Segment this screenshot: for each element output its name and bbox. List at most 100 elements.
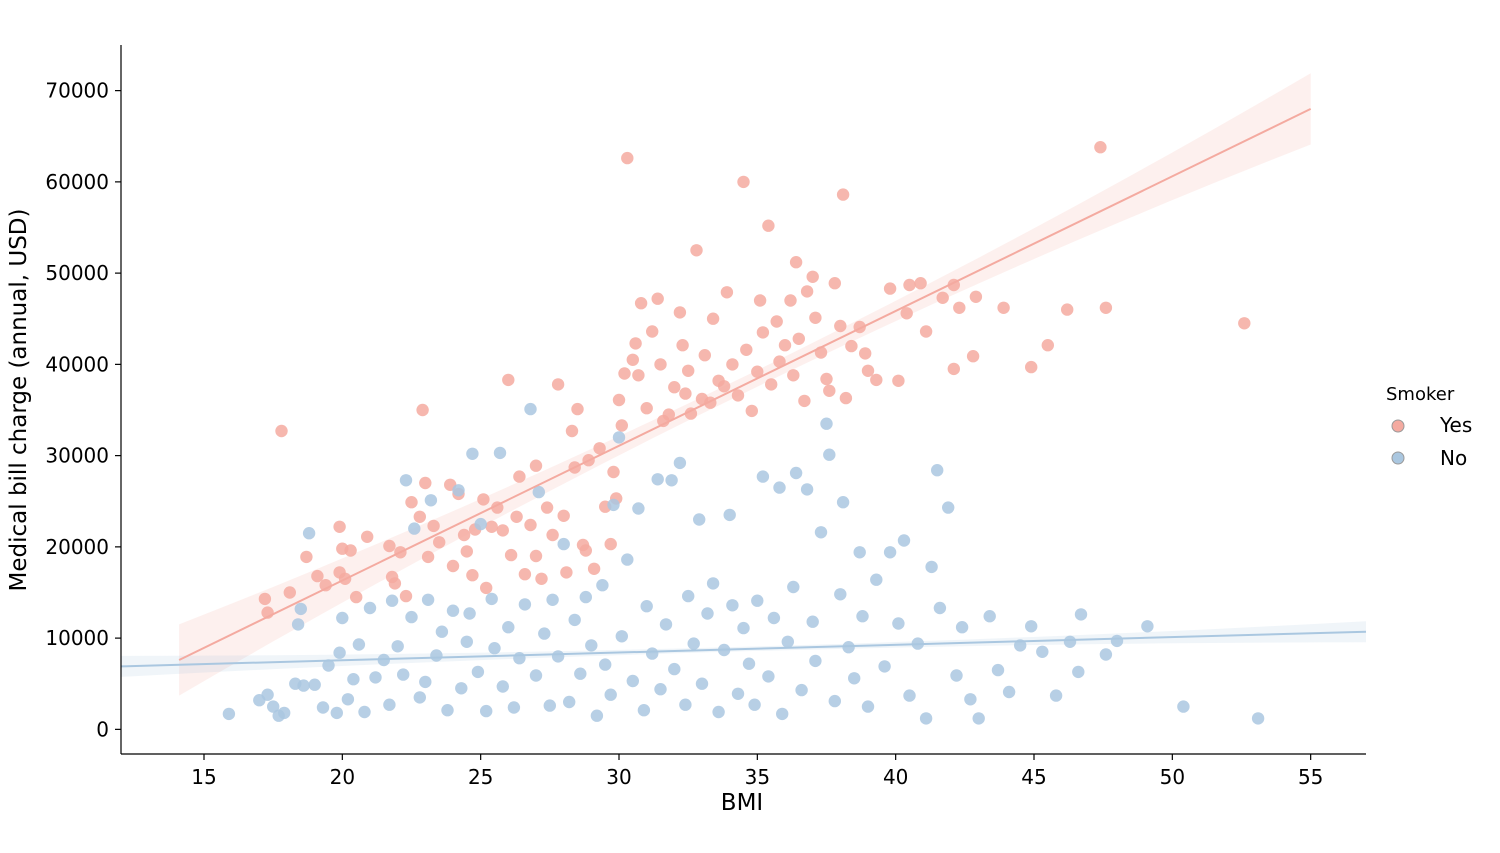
data-point-no: [391, 640, 404, 653]
data-point-no: [399, 474, 413, 487]
data-point-yes: [460, 545, 473, 558]
legend-label-yes: Yes: [1439, 413, 1472, 437]
data-point-no: [358, 705, 371, 719]
data-point-no: [955, 621, 969, 634]
data-point-yes: [784, 294, 797, 307]
data-point-yes: [903, 278, 916, 292]
data-point-yes: [953, 301, 966, 314]
data-point-no: [261, 688, 274, 701]
data-point-yes: [765, 378, 778, 391]
data-point-no: [607, 498, 620, 512]
y-tick-label: 10000: [45, 626, 109, 650]
legend-title: Smoker: [1386, 384, 1455, 405]
data-point-yes: [751, 365, 764, 378]
data-point-no: [291, 618, 305, 631]
y-tick-label: 50000: [45, 261, 109, 285]
data-point-yes: [621, 151, 634, 165]
data-point-yes: [726, 358, 739, 371]
data-point-no: [546, 593, 559, 606]
data-point-yes: [800, 285, 814, 298]
data-point-yes: [1061, 303, 1074, 316]
data-point-no: [1025, 620, 1038, 633]
data-point-no: [856, 610, 869, 623]
data-point-no: [925, 560, 938, 574]
data-point-no: [336, 611, 349, 625]
x-tick-label: 55: [1298, 765, 1323, 789]
data-point-no: [820, 417, 833, 430]
data-point-no: [878, 660, 891, 673]
data-point-yes: [859, 347, 872, 360]
data-point-yes: [900, 307, 913, 320]
data-point-no: [615, 630, 628, 643]
data-point-yes: [480, 581, 493, 595]
data-point-no: [892, 617, 905, 630]
data-point-yes: [540, 501, 554, 514]
data-point-yes: [787, 369, 800, 382]
data-point-no: [991, 663, 1005, 677]
data-point-no: [446, 604, 460, 617]
x-tick-label: 25: [468, 765, 493, 789]
legend-label-no: No: [1440, 446, 1467, 470]
data-point-no: [897, 534, 911, 547]
data-point-yes: [966, 350, 980, 363]
y-tick-label: 40000: [45, 352, 109, 376]
data-point-yes: [1238, 317, 1251, 330]
data-point-no: [731, 687, 745, 700]
data-point-yes: [405, 496, 418, 509]
data-point-no: [463, 607, 476, 620]
data-point-no: [493, 446, 507, 460]
data-point-no: [222, 707, 236, 721]
data-point-yes: [419, 476, 432, 490]
data-point-no: [682, 589, 695, 603]
data-point-no: [1049, 689, 1063, 702]
data-point-no: [828, 694, 841, 708]
data-point-no: [551, 650, 565, 663]
data-point-no: [1110, 634, 1124, 648]
data-point-no: [659, 618, 673, 631]
data-point-yes: [557, 509, 570, 522]
data-point-no: [471, 665, 485, 679]
data-point-no: [485, 592, 498, 606]
data-point-no: [679, 698, 692, 711]
data-point-no: [496, 680, 509, 693]
data-point-yes: [513, 470, 526, 483]
x-tick-label: 40: [883, 765, 908, 789]
y-tick-label: 30000: [45, 444, 109, 468]
data-point-no: [806, 615, 819, 628]
data-point-no: [513, 652, 526, 665]
data-point-no: [883, 546, 897, 559]
data-point-no: [654, 683, 667, 696]
data-point-no: [919, 712, 933, 725]
data-point-no: [413, 691, 426, 704]
data-point-no: [408, 522, 421, 535]
data-point-yes: [673, 306, 687, 319]
data-point-no: [848, 672, 861, 685]
data-point-no: [488, 642, 501, 655]
data-point-no: [742, 657, 756, 670]
data-point-yes: [275, 424, 288, 438]
data-point-yes: [789, 256, 803, 269]
data-point-no: [518, 598, 532, 611]
data-point-no: [751, 594, 764, 607]
data-point-no: [809, 654, 822, 668]
legend-marker-yes: [1391, 419, 1405, 433]
data-point-yes: [416, 403, 429, 417]
data-point-no: [787, 580, 800, 594]
data-point-yes: [839, 391, 853, 405]
data-point-no: [424, 494, 438, 507]
data-point-yes: [1099, 301, 1113, 314]
data-point-yes: [820, 372, 833, 386]
data-point-yes: [319, 579, 332, 592]
data-point-yes: [504, 548, 518, 562]
data-point-no: [524, 402, 537, 416]
data-point-no: [1002, 685, 1016, 699]
data-point-no: [363, 601, 377, 615]
y-axis-title: Medical bill charge (annual, USD): [6, 209, 32, 592]
data-point-yes: [823, 384, 836, 397]
data-point-yes: [587, 562, 601, 575]
data-point-yes: [809, 311, 822, 324]
data-point-yes: [529, 459, 543, 472]
data-point-no: [632, 502, 645, 515]
data-point-yes: [806, 270, 819, 283]
